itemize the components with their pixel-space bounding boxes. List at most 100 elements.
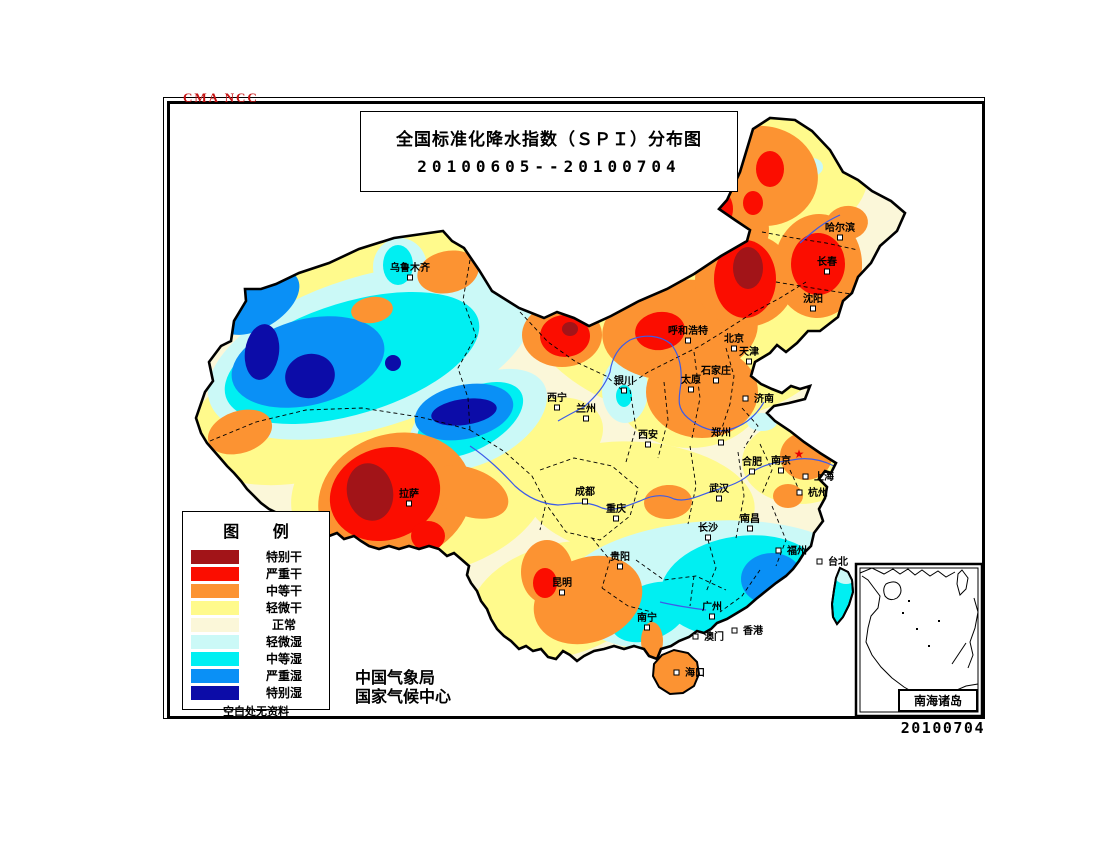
city-label: 郑州 [711, 426, 731, 439]
city-label: 南昌 [740, 512, 760, 525]
city-label: 昆明 [552, 577, 572, 589]
legend-item-label: 中等湿 [265, 652, 302, 666]
taiwan-island [831, 567, 854, 625]
city-marker [406, 500, 412, 507]
org-credit: 中国气象局 国家气候中心 [355, 668, 451, 706]
inset-hainan [883, 581, 902, 601]
legend-swatch [191, 651, 239, 666]
date-stamp: 20100704 [900, 719, 985, 737]
legend-swatch [191, 583, 239, 598]
city-marker [617, 563, 623, 570]
city-marker [816, 558, 823, 565]
legend-footnote: 空白处无资料 [223, 705, 289, 718]
city-marker [644, 624, 650, 631]
spi-contour-field [196, 118, 905, 661]
legend-swatch [191, 634, 239, 649]
city-marker [749, 468, 755, 475]
legend-swatch [191, 566, 239, 581]
inset-vietnam-coast [861, 575, 931, 701]
city-label: 澳门 [704, 630, 724, 643]
org-line1: 中国气象局 [355, 668, 436, 687]
city-marker [778, 467, 784, 474]
city-label: 台北 [828, 555, 848, 568]
legend-item: 正常 [183, 616, 329, 633]
city-label: 太原 [680, 373, 701, 386]
pearl-river [659, 601, 707, 611]
legend-item-label: 严重干 [265, 567, 302, 581]
legend-item: 严重湿 [183, 667, 329, 684]
city-marker [802, 473, 809, 480]
city-marker [407, 274, 413, 281]
city-marker [810, 305, 816, 312]
city-label: 石家庄 [700, 364, 731, 377]
city-marker [582, 498, 588, 505]
legend-item-label: 轻微干 [265, 601, 302, 615]
legend-item: 特别干 [183, 548, 329, 565]
city-marker [796, 489, 803, 496]
city-label: 北京 [724, 332, 744, 345]
city-label: 南京 [771, 454, 791, 467]
city-marker [713, 377, 719, 384]
city-label: 武汉 [709, 482, 730, 495]
legend-item-label: 特别湿 [265, 686, 302, 700]
legend-swatch [191, 600, 239, 615]
legend-item: 中等干 [183, 582, 329, 599]
legend-swatch [191, 617, 239, 632]
legend-title: 图 例 [223, 522, 303, 541]
city-marker [731, 345, 737, 352]
city-label: 西安 [638, 428, 658, 441]
city-marker [688, 386, 694, 393]
city-label: 上海 [814, 470, 834, 483]
yangtze-river [469, 445, 835, 510]
city-marker [775, 547, 782, 554]
city-marker [746, 358, 752, 365]
city-label: 海口 [685, 666, 705, 679]
inset-china-coast [859, 567, 956, 578]
legend-item-label: 严重湿 [265, 669, 302, 683]
city-label: 乌鲁木齐 [390, 261, 431, 274]
city-label: 济南 [754, 392, 774, 405]
city-label: 长沙 [698, 521, 718, 534]
star-marker: ★ [794, 447, 805, 461]
legend-item: 中等湿 [183, 650, 329, 667]
city-marker [705, 534, 711, 541]
city-label: 呼和浩特 [668, 324, 708, 337]
city-label: 天津 [739, 345, 759, 358]
inset-philippines [967, 597, 979, 669]
city-label: 长春 [817, 255, 837, 268]
legend-item: 轻微湿 [183, 633, 329, 650]
songhua-river [799, 214, 841, 244]
city-marker [559, 589, 565, 596]
city-label: 沈阳 [803, 292, 823, 305]
legend-item-label: 中等干 [265, 584, 302, 598]
city-label: 广州 [702, 600, 722, 613]
rivers [469, 214, 841, 611]
city-marker [685, 337, 691, 344]
legend-swatch [191, 668, 239, 683]
legend-item: 特别湿 [183, 684, 329, 701]
city-label: 哈尔滨 [825, 221, 855, 234]
city-label: 成都 [575, 485, 595, 498]
city-label: 贵阳 [610, 550, 630, 563]
legend-item-label: 轻微湿 [265, 635, 302, 649]
city-label: 合肥 [741, 455, 762, 468]
city-marker [824, 268, 830, 275]
legend-box: 图 例 特别干严重干中等干轻微干正常轻微湿中等湿严重湿特别湿 空白处无资料 [182, 511, 330, 718]
legend-swatch [191, 549, 239, 564]
legend-item: 轻微干 [183, 599, 329, 616]
city-label: 香港 [743, 624, 764, 637]
city-marker [645, 441, 651, 448]
city-label: 西宁 [547, 391, 567, 404]
city-marker [837, 234, 843, 241]
city-marker [716, 495, 722, 502]
legend-item-label: 正常 [271, 618, 296, 632]
legend-swatch [191, 685, 239, 700]
city-label: 银川 [614, 374, 634, 387]
org-line2: 国家气候中心 [355, 687, 452, 706]
city-marker [742, 395, 749, 402]
title-box: 全国标准化降水指数（ＳＰＩ）分布图 20100605--20100704 [360, 111, 738, 192]
city-label: 南宁 [637, 611, 657, 624]
map-title: 全国标准化降水指数（ＳＰＩ）分布图 [396, 130, 702, 150]
